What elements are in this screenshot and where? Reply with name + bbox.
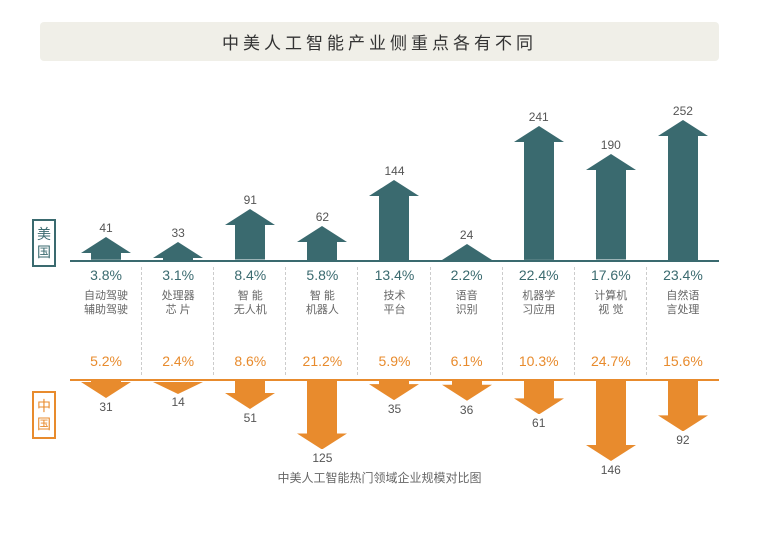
us-percent: 17.6% (575, 267, 647, 283)
cn-bar (514, 381, 564, 419)
us-value-label: 252 (647, 104, 719, 118)
category-col: 190 17.6% 计算机 视 觉 24.7% 146 (575, 89, 647, 489)
category-col: 62 5.8% 智 能 机器人 21.2% 125 (286, 89, 358, 489)
category-col: 41 3.8% 自动驾驶 辅助驾驶 5.2% 31 (70, 89, 142, 489)
cn-percent: 2.4% (142, 353, 214, 369)
category-col: 91 8.4% 智 能 无人机 8.6% 51 (214, 89, 286, 489)
cn-percent: 24.7% (575, 353, 647, 369)
us-percent: 2.2% (431, 267, 503, 283)
category-label: 技术 平台 (358, 289, 430, 317)
category-col: 252 23.4% 自然语 言处理 15.6% 92 (647, 89, 719, 489)
us-percent: 13.4% (358, 267, 430, 283)
us-percent: 22.4% (503, 267, 575, 283)
us-percent: 5.8% (286, 267, 358, 283)
cn-percent: 5.2% (70, 353, 142, 369)
category-label: 计算机 视 觉 (575, 289, 647, 317)
us-bar (369, 180, 419, 265)
country-label-cn: 中国 (32, 391, 56, 439)
us-bar (81, 237, 131, 265)
us-bar (297, 226, 347, 265)
us-bar (514, 126, 564, 265)
category-label: 机器学 习应用 (503, 289, 575, 317)
category-label: 自动驾驶 辅助驾驶 (70, 289, 142, 317)
category-label: 智 能 机器人 (286, 289, 358, 317)
us-bar (153, 242, 203, 265)
cn-bar (225, 381, 275, 414)
cn-percent: 6.1% (431, 353, 503, 369)
us-bar (658, 120, 708, 265)
us-percent: 8.4% (214, 267, 286, 283)
us-percent: 23.4% (647, 267, 719, 283)
category-col: 24 2.2% 语音 识别 6.1% 36 (431, 89, 503, 489)
category-label: 自然语 言处理 (647, 289, 719, 317)
cn-bar (658, 381, 708, 436)
us-bar (586, 154, 636, 265)
chart-area: 美国 中国 41 3.8% 自动驾驶 辅助驾驶 5.2% 31 33 3.1% … (40, 89, 719, 489)
category-col: 144 13.4% 技术 平台 5.9% 35 (358, 89, 430, 489)
us-value-label: 241 (503, 110, 575, 124)
us-value-label: 24 (431, 228, 503, 242)
us-bar (442, 244, 492, 265)
us-value-label: 41 (70, 221, 142, 235)
us-percent: 3.1% (142, 267, 214, 283)
country-label-us: 美国 (32, 219, 56, 267)
cn-percent: 8.6% (214, 353, 286, 369)
cn-value-label: 125 (286, 451, 358, 465)
cn-value-label: 31 (70, 400, 142, 414)
us-value-label: 190 (575, 138, 647, 152)
us-value-label: 144 (358, 164, 430, 178)
cn-value-label: 92 (647, 433, 719, 447)
cn-value-label: 36 (431, 403, 503, 417)
chart-title: 中美人工智能产业侧重点各有不同 (40, 22, 719, 61)
cn-value-label: 61 (503, 416, 575, 430)
us-percent: 3.8% (70, 267, 142, 283)
category-col: 33 3.1% 处理器 芯 片 2.4% 14 (142, 89, 214, 489)
cn-value-label: 35 (358, 402, 430, 416)
us-value-label: 62 (286, 210, 358, 224)
us-bar (225, 209, 275, 265)
us-value-label: 91 (214, 193, 286, 207)
cn-percent: 10.3% (503, 353, 575, 369)
cn-percent: 21.2% (286, 353, 358, 369)
chart-caption: 中美人工智能热门领域企业规模对比图 (40, 469, 719, 486)
cn-percent: 15.6% (647, 353, 719, 369)
cn-bar (297, 381, 347, 454)
columns: 41 3.8% 自动驾驶 辅助驾驶 5.2% 31 33 3.1% 处理器 芯 … (70, 89, 719, 489)
cn-value-label: 14 (142, 395, 214, 409)
cn-value-label: 51 (214, 411, 286, 425)
category-label: 智 能 无人机 (214, 289, 286, 317)
category-label: 处理器 芯 片 (142, 289, 214, 317)
cn-percent: 5.9% (358, 353, 430, 369)
category-label: 语音 识别 (431, 289, 503, 317)
category-col: 241 22.4% 机器学 习应用 10.3% 61 (503, 89, 575, 489)
cn-bar (586, 381, 636, 466)
us-value-label: 33 (142, 226, 214, 240)
